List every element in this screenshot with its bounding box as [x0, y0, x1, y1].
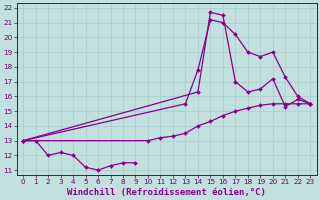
X-axis label: Windchill (Refroidissement éolien,°C): Windchill (Refroidissement éolien,°C) [67, 188, 266, 197]
